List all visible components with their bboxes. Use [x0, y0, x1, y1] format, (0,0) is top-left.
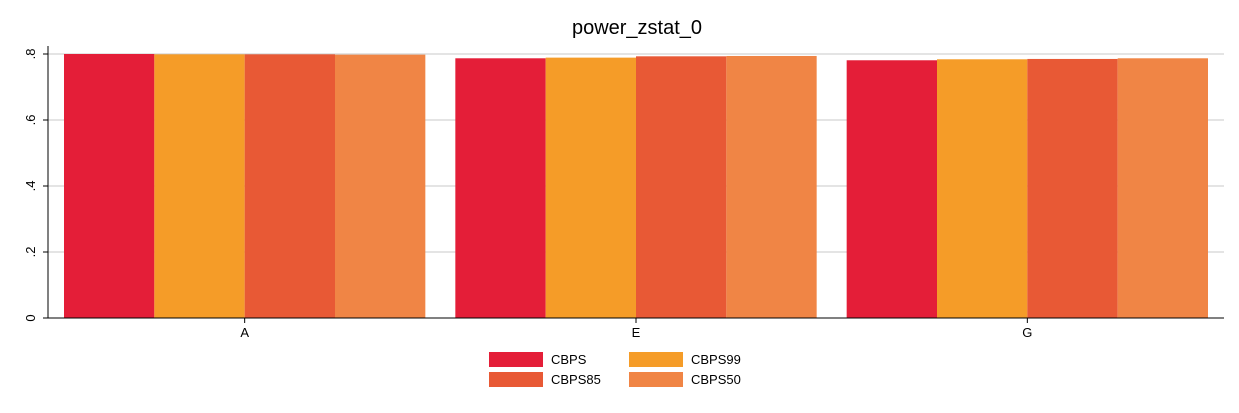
- x-category-label: G: [1022, 325, 1032, 340]
- bar-cbps-a: [64, 54, 155, 318]
- y-tick-label: .4: [23, 181, 38, 192]
- y-tick-label: .2: [23, 247, 38, 258]
- legend-swatch-cbps85: [489, 372, 543, 387]
- bar-cbps50-a: [335, 54, 426, 318]
- legend: CBPS CBPS99 CBPS85 CBPS50: [489, 352, 741, 387]
- legend-swatch-cbps99: [629, 352, 683, 367]
- bar-cbps50-e: [726, 55, 817, 318]
- legend-swatch-cbps: [489, 352, 543, 367]
- bar-cbps99-a: [154, 54, 245, 319]
- bar-cbps85-a: [244, 54, 335, 319]
- bars: [64, 54, 1208, 319]
- x-category-label: A: [240, 325, 249, 340]
- y-tick-label: 0: [23, 314, 38, 321]
- bar-cbps50-g: [1117, 58, 1208, 318]
- y-tick-label: .6: [23, 115, 38, 126]
- bar-cbps99-g: [937, 59, 1028, 318]
- legend-label-cbps85: CBPS85: [551, 372, 601, 387]
- bar-cbps85-g: [1027, 58, 1118, 318]
- bar-cbps85-e: [636, 56, 727, 319]
- x-category-label: E: [632, 325, 641, 340]
- bar-cbps-e: [455, 58, 546, 318]
- legend-label-cbps99: CBPS99: [691, 352, 741, 367]
- chart-title: power_zstat_0: [572, 17, 702, 39]
- legend-label-cbps: CBPS: [551, 352, 587, 367]
- legend-label-cbps50: CBPS50: [691, 372, 741, 387]
- bar-cbps99-e: [545, 57, 636, 318]
- axes: 0 .2 .4 .6 .8 A E G: [23, 46, 1224, 340]
- legend-swatch-cbps50: [629, 372, 683, 387]
- bar-cbps-g: [846, 60, 937, 319]
- y-tick-label: .8: [23, 49, 38, 60]
